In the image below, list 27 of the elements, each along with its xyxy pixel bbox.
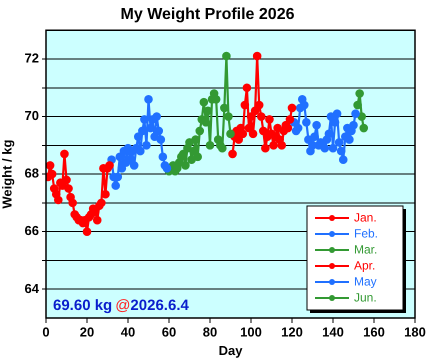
x-tick-label: 180 xyxy=(404,324,426,340)
legend-label: Mar. xyxy=(354,242,378,256)
x-axis-title: Day xyxy=(218,342,244,358)
y-tick-label: 72 xyxy=(24,50,39,66)
y-tick-label: 66 xyxy=(24,223,39,238)
y-tick-label: 64 xyxy=(24,280,40,296)
x-tick-label: 60 xyxy=(162,324,176,340)
legend-label: May xyxy=(354,274,377,288)
chart-title: My Weight Profile 2026 xyxy=(120,6,295,24)
y-axis-title: Weight / kg xyxy=(0,140,14,209)
annotation: @ xyxy=(115,297,130,314)
y-tick-label: 70 xyxy=(24,108,39,124)
annotation: 2026.6.4 xyxy=(130,297,190,314)
legend-label: Jun. xyxy=(354,290,377,304)
y-tick-label: 68 xyxy=(24,166,39,181)
legend-label: Feb. xyxy=(354,226,378,240)
x-tick-label: 20 xyxy=(80,324,94,340)
x-tick-label: 0 xyxy=(42,324,50,340)
x-tick-label: 120 xyxy=(281,324,303,340)
x-tick-label: 100 xyxy=(240,324,262,340)
legend-label: Jan. xyxy=(354,210,377,224)
legend-label: Apr. xyxy=(354,258,376,272)
annotation: 69.60 kg xyxy=(53,297,112,314)
x-tick-label: 40 xyxy=(120,324,136,340)
x-tick-label: 160 xyxy=(363,324,385,340)
x-tick-label: 80 xyxy=(202,324,218,340)
x-tick-label: 140 xyxy=(322,324,344,340)
